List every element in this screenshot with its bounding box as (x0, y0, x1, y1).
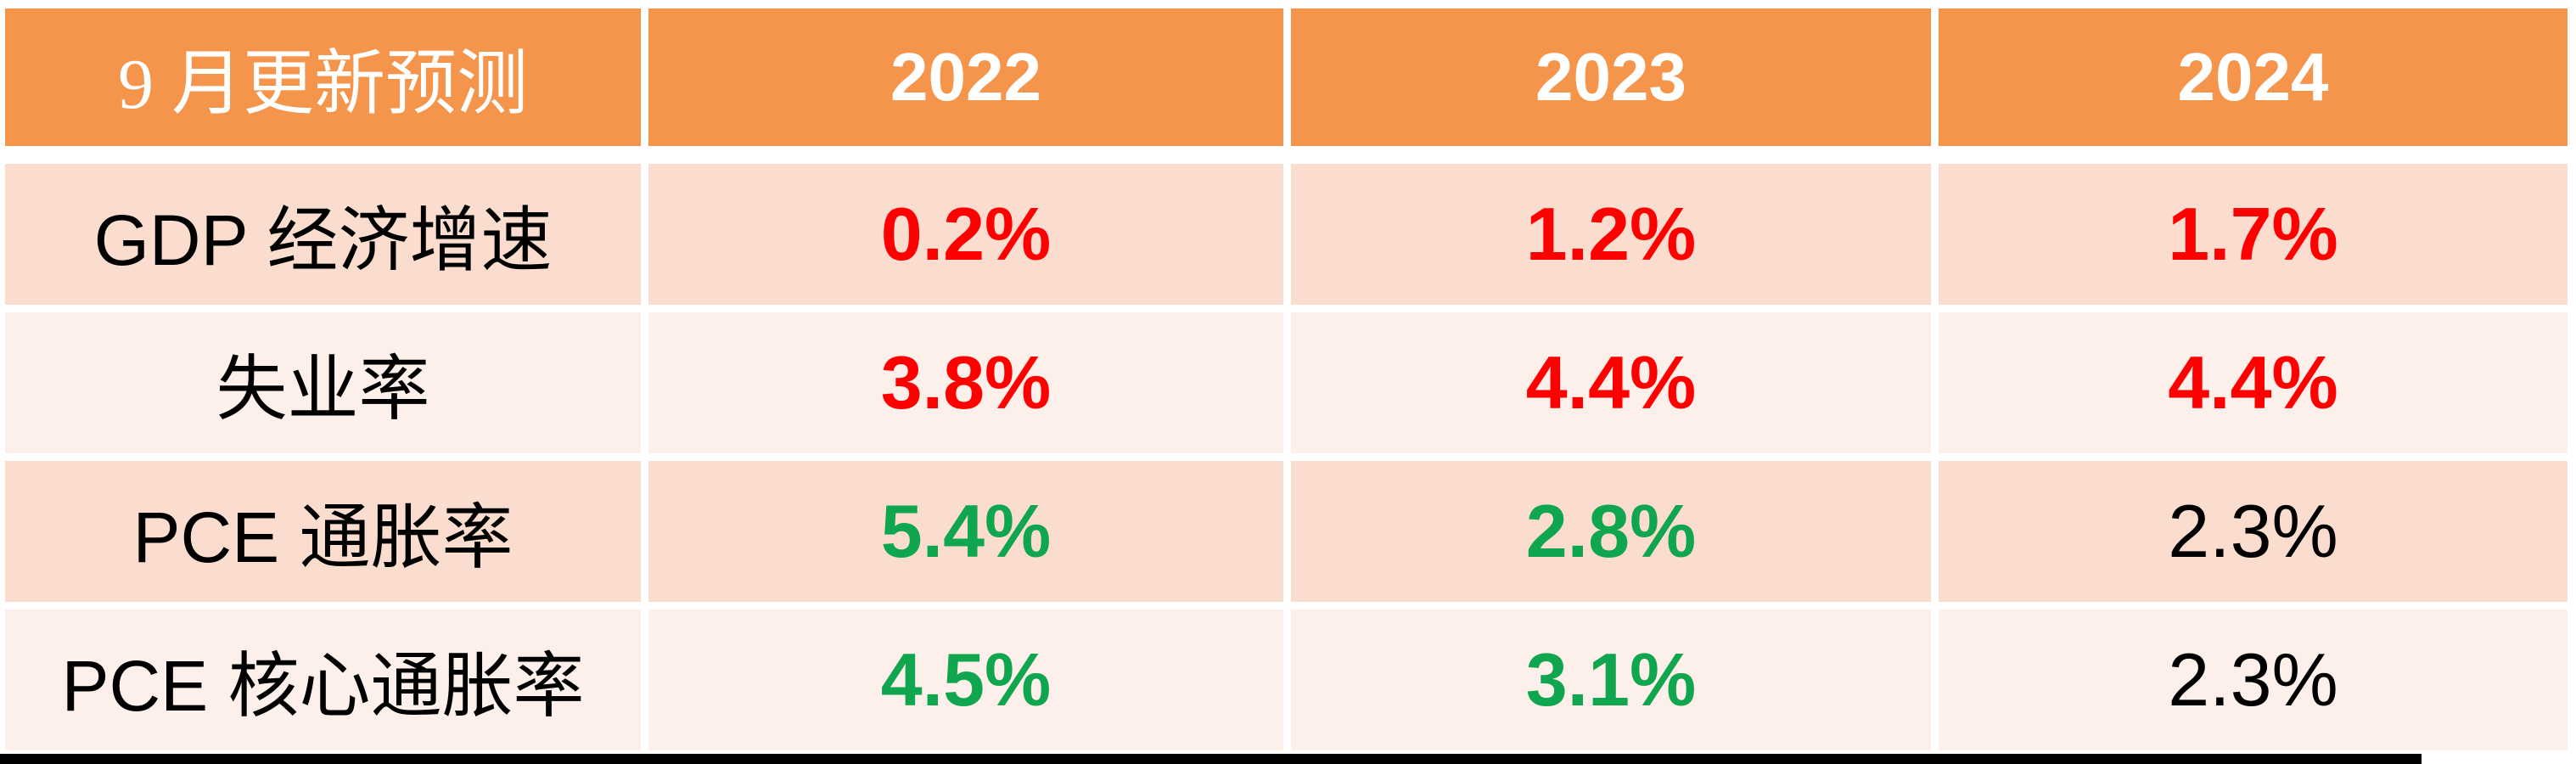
row-label-gdp: GDP 经济增速 (5, 164, 641, 305)
value-cell: 1.7% (1939, 164, 2568, 305)
table-row-pce-inflation: PCE 通胀率 5.4% 2.8% 2.3% (5, 461, 2568, 602)
row-label-pce-inflation: PCE 通胀率 (5, 461, 641, 602)
value-cell: 4.4% (1939, 312, 2568, 453)
value-cell: 3.8% (648, 312, 1283, 453)
table-row-pce-core-inflation: PCE 核心通胀率 4.5% 3.1% 2.3% (5, 610, 2568, 750)
row-label-unemployment: 失业率 (5, 312, 641, 453)
value-cell: 2.3% (1939, 461, 2568, 602)
row-label-pce-core-inflation: PCE 核心通胀率 (5, 610, 641, 750)
value-cell: 0.2% (648, 164, 1283, 305)
table-row-unemployment: 失业率 3.8% 4.4% 4.4% (5, 312, 2568, 453)
corner-header-cell: 9 月更新预测 (5, 8, 641, 146)
bottom-black-bar (0, 754, 2422, 764)
value-cell: 4.5% (648, 610, 1283, 750)
year-header-2022: 2022 (648, 8, 1283, 146)
value-cell: 3.1% (1291, 610, 1931, 750)
year-header-2024: 2024 (1939, 8, 2568, 146)
value-cell: 2.8% (1291, 461, 1931, 602)
table-row-gdp: GDP 经济增速 0.2% 1.2% 1.7% (5, 164, 2568, 305)
forecast-table: 9 月更新预测 2022 2023 2024 GDP 经济增速 0.2% 1.2… (5, 8, 2568, 758)
year-header-2023: 2023 (1291, 8, 1931, 146)
value-cell: 2.3% (1939, 610, 2568, 750)
value-cell: 5.4% (648, 461, 1283, 602)
value-cell: 1.2% (1291, 164, 1931, 305)
header-row: 9 月更新预测 2022 2023 2024 (5, 8, 2568, 146)
value-cell: 4.4% (1291, 312, 1931, 453)
